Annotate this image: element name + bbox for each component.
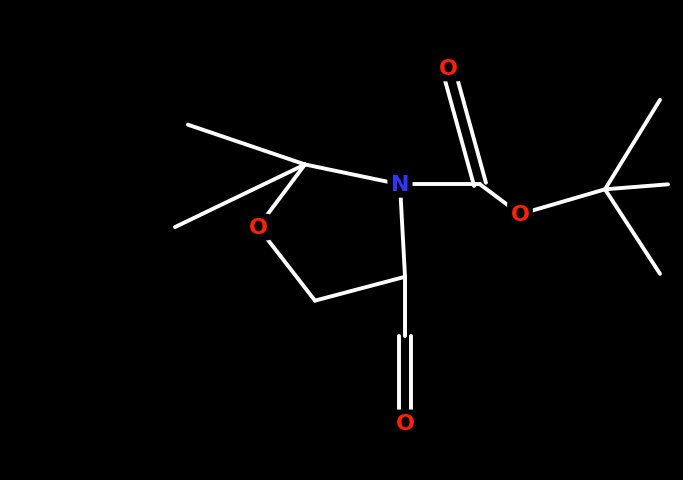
Text: O: O xyxy=(510,205,529,225)
Text: O: O xyxy=(395,413,415,433)
Text: N: N xyxy=(391,175,409,195)
Text: O: O xyxy=(249,217,268,238)
Text: O: O xyxy=(438,59,458,79)
